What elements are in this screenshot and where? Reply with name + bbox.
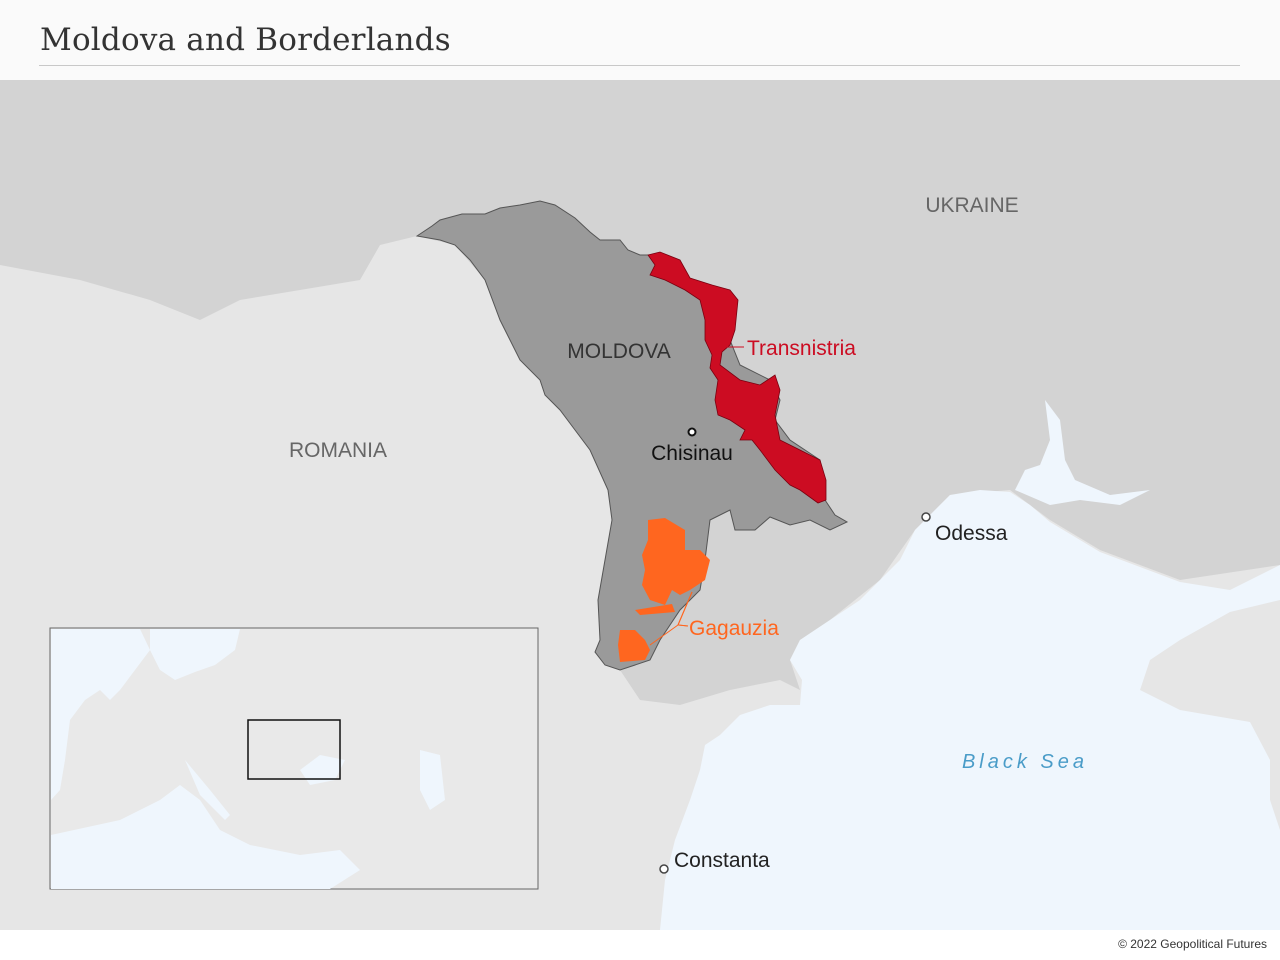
copyright-footer: © 2022 Geopolitical Futures <box>1118 937 1267 951</box>
label-constanta: Constanta <box>674 849 770 872</box>
map: UKRAINE ROMANIA MOLDOVA Transnistria Chi… <box>0 80 1280 930</box>
chisinau-marker <box>687 427 697 437</box>
label-chisinau: Chisinau <box>651 442 733 465</box>
gagauzia-leader-lines <box>649 591 693 646</box>
page-title: Moldova and Borderlands <box>40 22 451 58</box>
constanta-marker <box>659 864 669 874</box>
label-gagauzia: Gagauzia <box>689 617 779 640</box>
title-divider <box>39 65 1240 66</box>
header: Moldova and Borderlands <box>0 0 1280 80</box>
inset-locator-map <box>49 627 539 890</box>
label-transnistria: Transnistria <box>747 337 856 360</box>
label-odessa: Odessa <box>935 522 1008 545</box>
label-ukraine: UKRAINE <box>925 194 1018 217</box>
transnistria-region <box>647 251 827 504</box>
label-romania: ROMANIA <box>289 439 387 462</box>
dniester-estuary <box>1015 400 1150 505</box>
odessa-marker <box>921 512 931 522</box>
inset-highlight-box <box>247 719 341 780</box>
label-black-sea: Black Sea <box>962 751 1088 773</box>
black-sea <box>660 490 1280 930</box>
moldova-territory <box>415 200 849 671</box>
gagauzia-region <box>618 518 710 662</box>
label-moldova: MOLDOVA <box>567 340 670 363</box>
